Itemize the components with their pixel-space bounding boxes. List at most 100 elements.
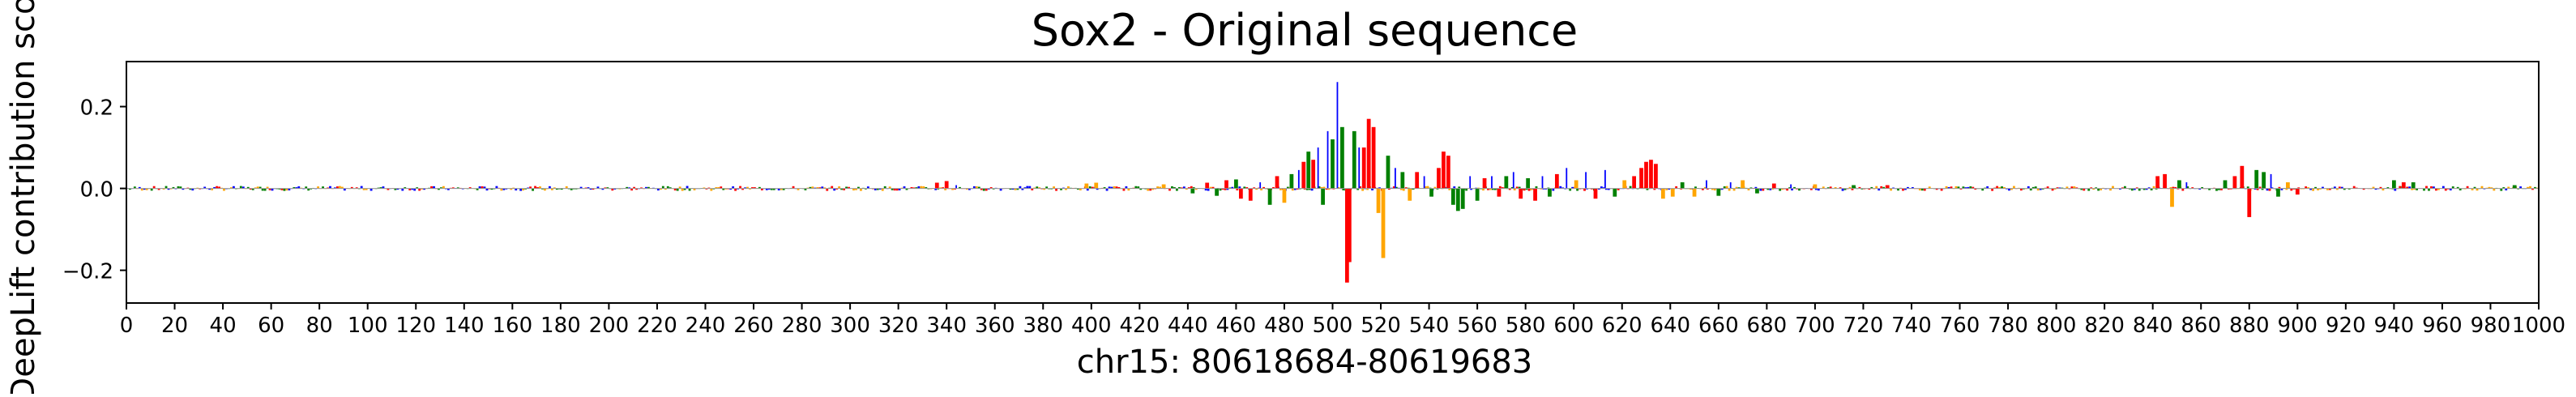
noise-bar xyxy=(1399,188,1403,190)
noise-bar xyxy=(2191,187,2194,189)
noise-bar xyxy=(268,188,271,190)
noise-bar xyxy=(2155,188,2158,190)
noise-bar xyxy=(2022,188,2025,190)
noise-bar xyxy=(1327,188,1331,190)
noise-bar xyxy=(1525,188,1528,190)
noise-bar xyxy=(888,186,891,189)
contribution-bar xyxy=(1234,179,1238,189)
noise-bar xyxy=(826,188,829,191)
noise-bar xyxy=(1725,186,1728,189)
contribution-bar xyxy=(1660,188,1665,199)
noise-bar xyxy=(751,187,754,189)
contribution-bar xyxy=(2155,176,2160,189)
noise-bar xyxy=(1957,186,1960,189)
noise-bar xyxy=(1028,186,1032,189)
noise-bar xyxy=(1320,186,1323,189)
noise-bar xyxy=(1950,186,1953,189)
contribution-bar xyxy=(1460,188,1465,209)
contribution-bar xyxy=(1813,184,1818,189)
noise-bar xyxy=(2051,188,2054,191)
contribution-bar xyxy=(1381,188,1386,258)
contribution-bar xyxy=(1306,152,1311,189)
noise-bar xyxy=(1366,188,1369,190)
noise-bar xyxy=(2145,188,2148,190)
contribution-bar xyxy=(1574,180,1578,189)
noise-bar xyxy=(2459,188,2462,190)
noise-bar xyxy=(922,186,925,189)
noise-bar xyxy=(442,186,445,189)
noise-bar xyxy=(1530,188,1533,190)
noise-bar xyxy=(1737,187,1741,189)
noise-bar xyxy=(1694,186,1697,189)
contribution-bar xyxy=(1526,177,1531,189)
noise-bar xyxy=(1194,188,1198,190)
noise-bar xyxy=(703,187,706,189)
noise-bar xyxy=(1923,188,1926,191)
contribution-bar xyxy=(1321,188,1325,205)
noise-bar xyxy=(2278,186,2281,189)
noise-bar xyxy=(734,188,737,191)
noise-bar xyxy=(937,188,940,190)
noise-bar xyxy=(2519,186,2523,189)
noise-bar xyxy=(483,186,486,189)
noise-bar xyxy=(401,188,404,191)
noise-bar xyxy=(895,188,899,191)
x-tick-label: 840 xyxy=(2133,314,2173,338)
noise-bar xyxy=(150,188,153,191)
noise-bar xyxy=(1204,188,1207,191)
contribution-bar xyxy=(1790,184,1792,189)
noise-bar xyxy=(241,186,245,189)
noise-bar xyxy=(1055,188,1057,191)
noise-bar xyxy=(413,188,417,191)
noise-bar xyxy=(1597,188,1600,190)
noise-bar xyxy=(329,186,331,189)
noise-bar xyxy=(1974,188,1977,190)
noise-bar xyxy=(307,188,310,191)
noise-bar xyxy=(1583,188,1586,191)
contribution-bar xyxy=(1741,180,1745,189)
x-tick-label: 480 xyxy=(1264,314,1305,338)
noise-bar xyxy=(1848,186,1852,189)
noise-bar xyxy=(2186,186,2189,189)
noise-bar xyxy=(1600,186,1603,189)
noise-bar xyxy=(1732,188,1736,191)
noise-bar xyxy=(720,186,723,189)
noise-bar xyxy=(2451,186,2454,189)
noise-bar xyxy=(1829,186,1832,189)
noise-bar xyxy=(2019,188,2023,191)
noise-bar xyxy=(724,188,728,190)
x-tick-label: 700 xyxy=(1795,314,1835,338)
contribution-bar xyxy=(1639,168,1643,189)
noise-bar xyxy=(2112,186,2114,189)
noise-bar xyxy=(541,188,544,190)
noise-bar xyxy=(539,186,541,189)
noise-bar xyxy=(2529,186,2531,189)
noise-bar xyxy=(2138,188,2141,191)
noise-bar xyxy=(1043,188,1046,190)
contribution-bar xyxy=(1331,139,1335,189)
noise-bar xyxy=(2046,186,2049,189)
noise-bar xyxy=(182,188,185,190)
contribution-bar xyxy=(1504,176,1509,189)
noise-bar xyxy=(1690,188,1692,190)
noise-bar xyxy=(1182,186,1185,189)
x-tick-label: 540 xyxy=(1409,314,1450,338)
noise-bar xyxy=(500,188,503,191)
noise-bar xyxy=(1159,186,1161,189)
contribution-bar xyxy=(1400,172,1405,189)
noise-bar xyxy=(1356,188,1360,190)
contribution-bar xyxy=(1224,180,1228,189)
contribution-bar xyxy=(1094,182,1099,189)
noise-bar xyxy=(266,186,269,189)
noise-bar xyxy=(340,186,344,189)
noise-bar xyxy=(1788,187,1791,189)
noise-bar xyxy=(572,188,575,190)
noise-bar xyxy=(408,188,412,190)
noise-bar xyxy=(140,188,143,191)
noise-bar xyxy=(780,188,783,190)
contribution-bar xyxy=(1161,184,1166,189)
noise-bar xyxy=(1342,188,1345,190)
noise-bar xyxy=(1404,187,1408,189)
contribution-bar xyxy=(1654,164,1658,189)
noise-bar xyxy=(249,188,252,190)
